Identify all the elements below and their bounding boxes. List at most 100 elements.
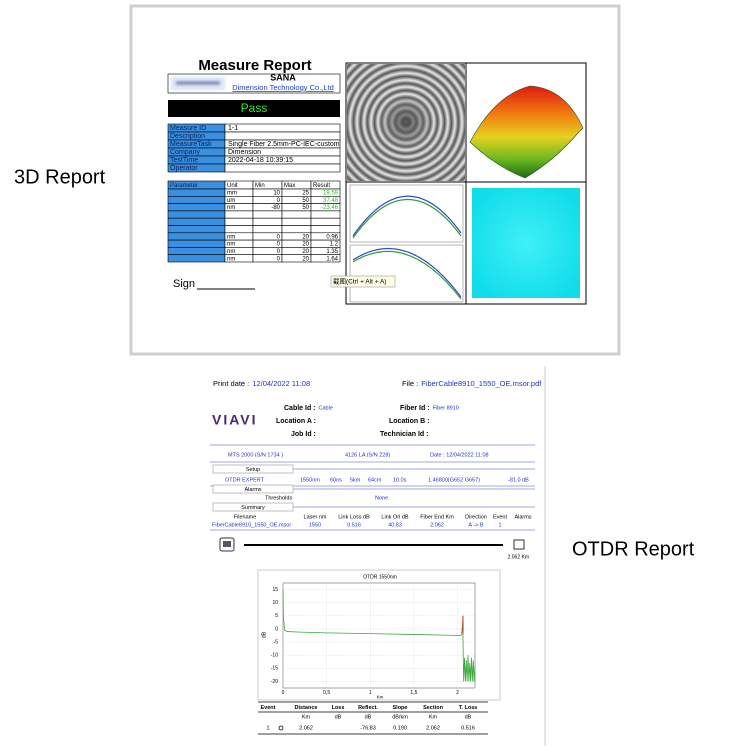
- param-cell: [281, 217, 312, 226]
- event-value: -76.83: [360, 725, 376, 731]
- trace: [282, 589, 476, 682]
- param-min: 0: [277, 249, 281, 255]
- field-label: Technician Id :: [380, 431, 429, 438]
- event-header: Reflect.: [358, 705, 378, 711]
- param-max: 20: [302, 242, 309, 248]
- param-result: 1.35: [326, 249, 338, 255]
- field-label: Job Id :: [291, 431, 316, 438]
- setup-value: 60ns: [330, 477, 342, 483]
- y-tick-label: -15: [271, 666, 278, 672]
- event-value: 1: [266, 725, 269, 731]
- profile-curve: [352, 195, 462, 237]
- param-min: 0: [277, 242, 281, 248]
- summary-value: 1550: [309, 522, 321, 528]
- param-cell: [167, 196, 226, 204]
- event-value: 0.516: [461, 725, 475, 731]
- event-unit: Km: [302, 714, 311, 720]
- event-header: Event: [261, 705, 276, 711]
- summary-header: Fiber End Km: [420, 514, 454, 520]
- setup-value: 1550nm: [300, 477, 320, 483]
- event-unit: dB: [335, 714, 342, 720]
- section-title: Alarms: [244, 487, 261, 493]
- y-tick-label: 10: [272, 600, 278, 606]
- event-value: 2.062: [426, 725, 440, 731]
- param-header: Max: [284, 183, 295, 189]
- section-boxes: [212, 464, 294, 512]
- event-unit: Km: [429, 714, 438, 720]
- param-result: 1.2: [330, 242, 339, 248]
- param-cell: [167, 239, 226, 248]
- event-unit: dB/km: [392, 714, 408, 720]
- y-tick-label: -10: [271, 653, 278, 659]
- file-name: FiberCable8910_1550_OE.msor.pdf: [421, 379, 542, 388]
- info-value-cell: [224, 163, 341, 173]
- param-unit: nm: [227, 205, 235, 211]
- profile-curve: [352, 250, 462, 300]
- param-cell: [252, 210, 283, 219]
- event-value: 0.190: [393, 725, 407, 731]
- x-tick-label: 2: [456, 690, 459, 696]
- info-label: Company: [170, 149, 200, 156]
- param-unit: nm: [227, 256, 235, 262]
- param-cell: [224, 210, 254, 219]
- fiber-length: 2.062 Km: [508, 554, 529, 560]
- device: MTS 2000 (S/N 1734 ): [228, 452, 283, 458]
- setup-value: OTDR EXPERT: [225, 477, 265, 483]
- event-header: Section: [423, 705, 444, 711]
- chart-title: OTDR 1550nm: [363, 574, 397, 580]
- event-header: T. Loss: [459, 705, 478, 711]
- param-unit: nm: [227, 242, 235, 248]
- fiber-end-icon: [513, 539, 525, 550]
- y-tick-label: -5: [274, 639, 279, 645]
- param-result: 1.64: [326, 256, 338, 262]
- param-cell: [281, 225, 312, 234]
- param-unit: nm: [227, 249, 235, 255]
- y-axis-label: dB: [261, 631, 267, 638]
- otdr-rules: [210, 444, 535, 531]
- param-min: 10: [273, 191, 280, 197]
- param-header: Unit: [227, 183, 238, 189]
- summary-header: Alarms: [514, 514, 531, 520]
- param-max: 25: [302, 191, 309, 197]
- param-cell: [167, 232, 226, 241]
- profile-plot: [349, 184, 464, 243]
- param-max: 50: [302, 198, 309, 204]
- param-cell: [224, 217, 254, 226]
- event-value: 2.062: [299, 725, 313, 731]
- param-cell: [167, 217, 226, 226]
- chart-frame: [257, 569, 501, 701]
- param-cell: [167, 225, 226, 234]
- summary-value: 40.83: [388, 522, 402, 528]
- event-header: Slope: [393, 705, 408, 711]
- module: 4126 LA (S/N 228): [345, 452, 390, 458]
- param-cell: [310, 210, 341, 219]
- param-cell: [281, 210, 312, 219]
- setup-value: -81.0 dB: [508, 477, 529, 483]
- param-unit: um: [227, 198, 235, 204]
- company-name: Dimension Technology Co.,Ltd: [232, 83, 334, 92]
- company-short: SANA: [270, 72, 296, 82]
- status-bar: [168, 100, 340, 117]
- sign-label: Sign: [173, 278, 195, 290]
- param-cell: [167, 247, 226, 255]
- param-min: -80: [271, 205, 280, 211]
- info-value-cell: [224, 123, 341, 133]
- param-max: 20: [302, 234, 309, 240]
- summary-value: FiberCable8910_1550_OE.msor: [212, 522, 291, 528]
- param-cell: [224, 225, 254, 234]
- info-label: Operator: [170, 165, 198, 172]
- report-title: Measure Report: [198, 57, 311, 74]
- param-max: 20: [302, 249, 309, 255]
- event-unit: dB: [465, 714, 472, 720]
- param-unit: nm: [227, 234, 235, 240]
- field-label: Cable Id :: [284, 405, 316, 412]
- y-tick-label: 15: [272, 587, 278, 593]
- param-header: Parameter: [170, 183, 198, 189]
- x-tick-label: 0: [282, 690, 285, 696]
- summary-value: A -> B: [468, 522, 483, 528]
- section-title: Setup: [246, 467, 260, 473]
- field-value: Fiber 8910: [433, 405, 459, 411]
- section-title: Summary: [241, 505, 265, 511]
